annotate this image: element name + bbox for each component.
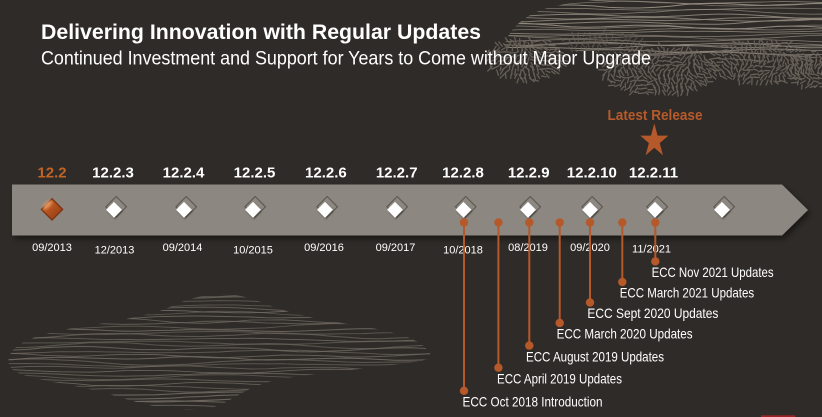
svg-text:09/2016: 09/2016 xyxy=(304,242,344,254)
svg-text:ECC Oct 2018 Introduction: ECC Oct 2018 Introduction xyxy=(463,394,603,410)
svg-text:ECC April 2019 Updates: ECC April 2019 Updates xyxy=(497,370,622,386)
svg-text:09/2014: 09/2014 xyxy=(163,242,203,254)
svg-text:12.2.8: 12.2.8 xyxy=(442,165,484,182)
svg-text:12.2.10: 12.2.10 xyxy=(567,165,617,182)
svg-text:12.2.7: 12.2.7 xyxy=(376,165,418,182)
svg-text:11/2021: 11/2021 xyxy=(632,244,671,256)
svg-text:12.2.6: 12.2.6 xyxy=(305,165,347,182)
svg-text:12.2.3: 12.2.3 xyxy=(92,165,134,182)
svg-text:12.2.5: 12.2.5 xyxy=(234,165,276,182)
svg-text:12/2013: 12/2013 xyxy=(95,245,135,257)
svg-text:ECC Nov 2021 Updates: ECC Nov 2021 Updates xyxy=(652,264,774,280)
svg-text:Continued Investment and Suppo: Continued Investment and Support for Yea… xyxy=(41,47,651,69)
svg-text:ECC Sept 2020 Updates: ECC Sept 2020 Updates xyxy=(587,305,718,321)
svg-text:12.2.4: 12.2.4 xyxy=(163,165,205,182)
svg-text:10/2015: 10/2015 xyxy=(233,245,273,257)
svg-text:08/2019: 08/2019 xyxy=(508,242,548,254)
svg-text:09/2017: 09/2017 xyxy=(376,242,416,254)
svg-text:Delivering Innovation with Reg: Delivering Innovation with Regular Updat… xyxy=(41,21,481,44)
svg-text:12.2: 12.2 xyxy=(37,165,66,182)
svg-text:ECC August 2019 Updates: ECC August 2019 Updates xyxy=(526,348,664,364)
svg-text:09/2013: 09/2013 xyxy=(32,242,72,254)
svg-text:Latest Release: Latest Release xyxy=(608,108,703,124)
svg-text:ECC March 2021 Updates: ECC March 2021 Updates xyxy=(620,285,755,301)
svg-text:12.2.9: 12.2.9 xyxy=(508,165,550,182)
svg-text:12.2.11: 12.2.11 xyxy=(629,165,678,182)
svg-text:ECC March 2020 Updates: ECC March 2020 Updates xyxy=(557,326,693,342)
